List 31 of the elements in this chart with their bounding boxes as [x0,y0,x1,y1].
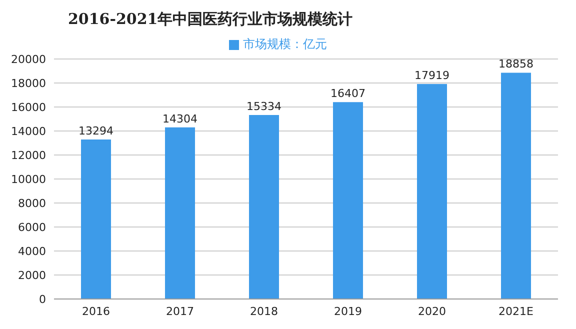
y-tick-label: 18000 [11,76,46,90]
y-tick-label: 2000 [18,268,46,282]
x-tick-label: 2020 [418,304,446,318]
data-label: 18858 [498,58,534,71]
bar [249,114,279,299]
data-label: 16407 [330,87,366,100]
y-tick-label: 16000 [11,100,46,114]
x-tick-label: 2017 [166,304,194,318]
bar [165,127,195,299]
x-tick-label: 2016 [82,304,110,318]
bar [333,102,363,299]
y-tick-label: 20000 [11,52,46,66]
y-tick-label: 4000 [18,244,46,258]
bar [81,139,111,299]
x-tick-label: 2018 [250,304,278,318]
data-label: 14304 [162,112,198,126]
y-tick-label: 0 [39,292,46,306]
data-label: 13294 [78,124,114,138]
x-tick-label: 2021E [498,304,534,318]
legend-label: 市场规模：亿元 [243,37,327,51]
chart-title: 2016-2021年中国医药行业市场规模统计 [68,10,353,29]
y-tick-label: 12000 [11,148,46,162]
y-tick-label: 14000 [11,124,46,138]
y-tick-label: 6000 [18,220,46,234]
data-label: 15334 [246,100,282,113]
bar [417,84,447,299]
y-tick-label: 10000 [11,172,46,186]
x-tick-label: 2019 [334,304,362,318]
bar [501,72,531,299]
y-tick-label: 8000 [18,196,46,210]
data-label: 17919 [414,68,450,82]
